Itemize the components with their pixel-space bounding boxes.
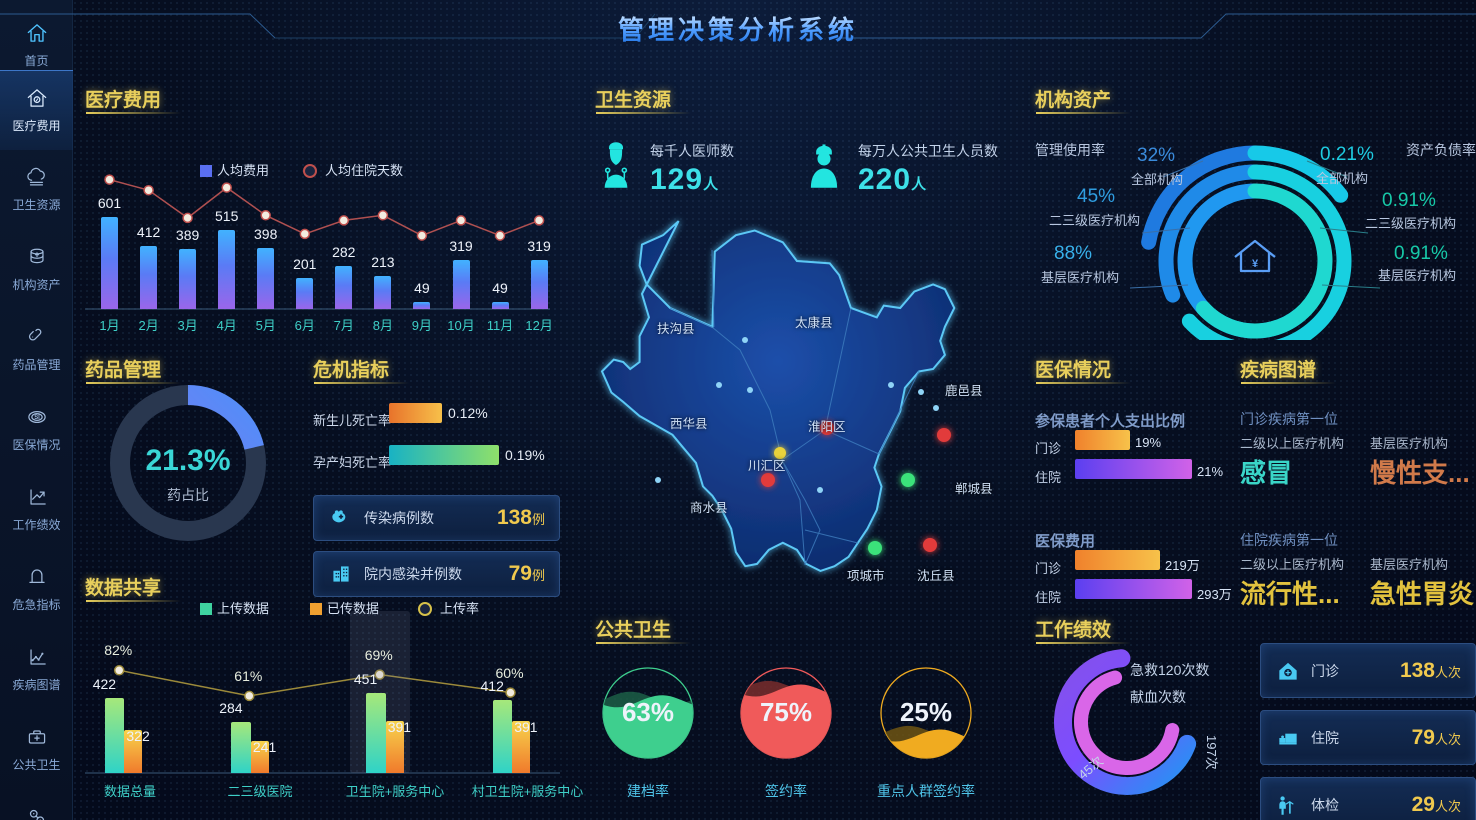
svg-text:人均住院天数: 人均住院天数 [325, 163, 403, 178]
svg-text:25%: 25% [900, 697, 952, 727]
svg-text:21.3%: 21.3% [145, 444, 230, 477]
svg-text:上传数据: 上传数据 [217, 601, 269, 616]
svg-text:药占比: 药占比 [167, 487, 209, 503]
svg-text:¥: ¥ [1252, 258, 1259, 270]
svg-text:75%: 75% [760, 697, 812, 727]
svg-text:上传率: 上传率 [440, 601, 479, 616]
svg-text:SI: SI [34, 415, 40, 421]
svg-text:63%: 63% [622, 697, 674, 727]
svg-text:人均费用: 人均费用 [217, 163, 269, 178]
svg-text:197次: 197次 [1204, 735, 1219, 770]
